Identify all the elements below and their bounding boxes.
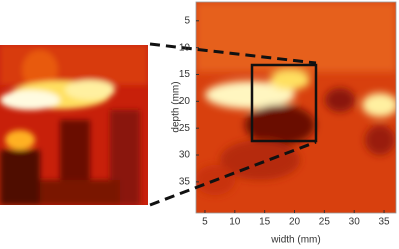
zoom-connector <box>149 140 317 207</box>
x-tick-label: 35 <box>378 217 390 228</box>
x-tick-label: 30 <box>349 217 361 228</box>
zoom-connector <box>149 42 317 65</box>
y-tick-label: 20 <box>179 96 191 107</box>
x-tick-label: 5 <box>202 217 208 228</box>
x-tick-label: 15 <box>259 217 271 228</box>
x-tick-label: 10 <box>229 217 241 228</box>
y-tick-label: 5 <box>184 15 190 26</box>
x-tick-label: 25 <box>319 217 331 228</box>
y-axis-label: depth (mm) <box>171 81 182 132</box>
plot-frame <box>195 1 397 214</box>
y-tick-label: 30 <box>179 150 191 161</box>
zoom-box <box>250 63 318 143</box>
y-tick-label: 10 <box>179 42 191 53</box>
y-tick-label: 35 <box>179 177 191 188</box>
x-tick-label: 20 <box>289 217 301 228</box>
inset-image <box>0 45 148 205</box>
main-image <box>196 2 396 213</box>
x-axis-label: width (mm) <box>270 235 320 246</box>
y-tick-label: 15 <box>179 69 191 80</box>
y-tick-label: 25 <box>179 123 191 134</box>
